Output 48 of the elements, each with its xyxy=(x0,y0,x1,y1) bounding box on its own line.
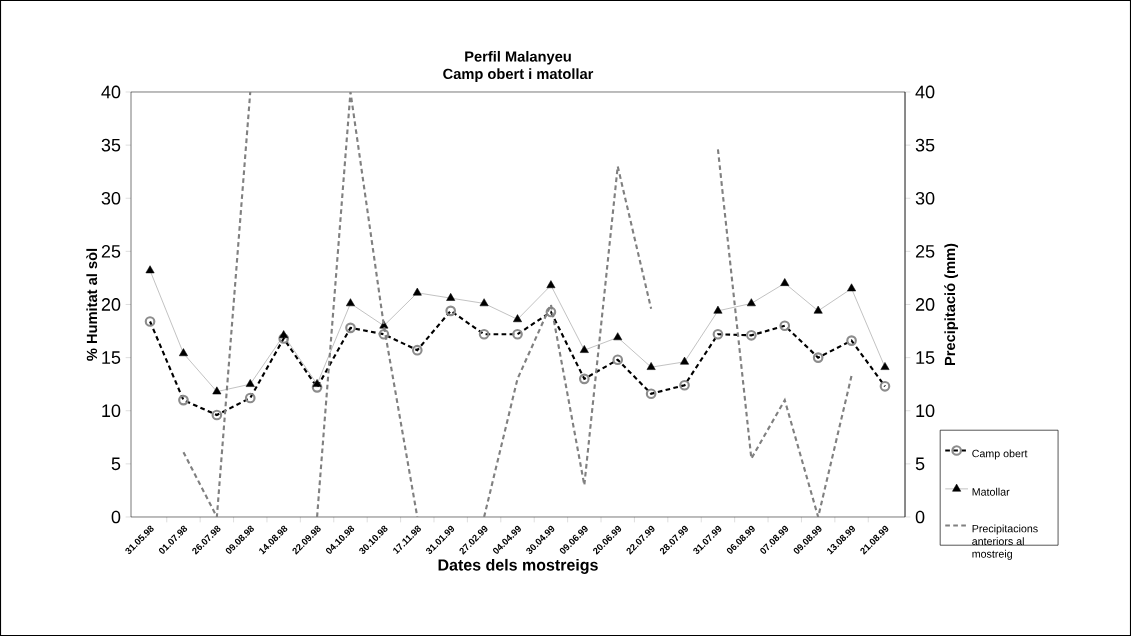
point xyxy=(412,287,422,296)
chart-title: Perfil Malanyeu xyxy=(465,50,571,65)
point xyxy=(746,298,756,307)
legend-label: Camp obert xyxy=(972,449,1028,460)
y2-tick-label: 15 xyxy=(916,351,935,364)
y2-tick-label: 20 xyxy=(915,298,935,311)
point xyxy=(346,298,355,307)
point xyxy=(680,356,689,365)
point xyxy=(813,305,823,314)
point xyxy=(780,278,790,286)
point xyxy=(646,362,656,370)
y2-tick-label: 25 xyxy=(915,245,935,258)
y-tick-label: 30 xyxy=(101,191,121,205)
y-tick-label: 10 xyxy=(102,404,121,418)
x-axis-title: Dates dels mostreigs xyxy=(438,558,598,574)
y-axis-title: % Humitat al sòl xyxy=(86,248,98,361)
point xyxy=(713,305,723,314)
legend-label: Precipitacions anteriors al mostreig xyxy=(972,524,1038,560)
point xyxy=(212,386,222,395)
point xyxy=(446,293,456,301)
y2-axis-title: Precipitació (mm) xyxy=(944,243,959,366)
y-tick-label: 35 xyxy=(101,138,121,152)
y-tick-label: 40 xyxy=(101,85,121,99)
y2-tick-label: 30 xyxy=(915,191,935,205)
y-tick-label: 25 xyxy=(101,245,121,258)
y2-tick-label: 35 xyxy=(915,138,935,152)
point xyxy=(312,379,322,387)
y-tick-label: 15 xyxy=(102,351,121,364)
point xyxy=(579,345,589,353)
point xyxy=(245,379,255,387)
legend-label: Matollar xyxy=(972,487,1010,496)
y-tick-label: 0 xyxy=(111,510,121,524)
point xyxy=(479,298,489,307)
point xyxy=(880,362,890,370)
point xyxy=(145,265,155,274)
y-tick-label: 5 xyxy=(111,457,121,471)
point xyxy=(179,348,188,357)
point xyxy=(513,314,522,323)
point xyxy=(546,280,556,289)
y2-tick-label: 40 xyxy=(915,85,935,99)
chart-subtitle: Camp obert i matollar xyxy=(443,68,594,82)
y2-tick-label: 10 xyxy=(916,404,935,418)
point xyxy=(847,283,856,292)
y-tick-label: 20 xyxy=(101,298,121,311)
point xyxy=(613,332,623,341)
y2-tick-label: 0 xyxy=(915,510,925,524)
point xyxy=(279,330,289,338)
y2-tick-label: 5 xyxy=(915,457,925,471)
